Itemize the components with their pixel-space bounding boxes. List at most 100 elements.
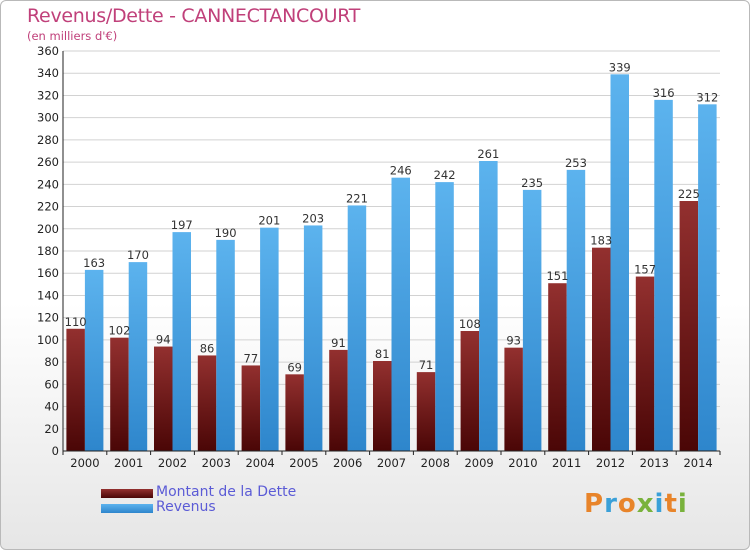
y-tick-label: 120 <box>37 311 59 325</box>
y-tick-label: 180 <box>37 244 59 258</box>
x-tick-label: 2006 <box>333 456 362 470</box>
bar-debt <box>154 346 173 451</box>
data-label-debt: 225 <box>678 187 700 201</box>
data-label-debt: 77 <box>244 351 259 365</box>
data-label-revenue: 235 <box>521 176 543 190</box>
bar-revenue <box>260 227 279 451</box>
logo-letter: i <box>677 489 688 519</box>
bar-revenue <box>654 99 673 451</box>
data-label-revenue: 312 <box>696 90 718 104</box>
logo-letter: P <box>584 489 605 519</box>
data-label-debt: 110 <box>65 315 87 329</box>
data-label-revenue: 316 <box>653 86 675 100</box>
y-tick-label: 340 <box>37 66 59 80</box>
bar-debt <box>416 372 436 451</box>
bar-revenue <box>698 104 717 451</box>
bar-revenue <box>303 225 323 451</box>
data-label-debt: 94 <box>156 333 171 347</box>
x-tick-label: 2011 <box>552 456 581 470</box>
bar-revenue <box>435 182 454 451</box>
data-labels: 110 163 102 170 94 197 86 190 77 201 69 203 91 221 81 2… <box>65 60 719 374</box>
x-tick-label: 2010 <box>508 456 537 470</box>
x-tick-label: 2008 <box>421 456 450 470</box>
bars <box>66 74 717 451</box>
bar-revenue <box>566 169 586 451</box>
chart-title: Revenus/Dette - CANNECTANCOURT <box>27 5 361 27</box>
bar-revenue <box>347 205 367 451</box>
bar-revenue <box>128 262 148 451</box>
x-tick-label: 2004 <box>245 456 274 470</box>
data-label-debt: 151 <box>546 269 568 283</box>
x-tick-label: 2009 <box>464 456 493 470</box>
data-label-revenue: 339 <box>609 60 631 74</box>
y-tick-label: 200 <box>37 222 59 236</box>
bar-debt <box>592 247 611 451</box>
x-tick-label: 2007 <box>377 456 406 470</box>
bar-revenue <box>216 239 235 451</box>
y-tick-label: 80 <box>44 355 59 369</box>
data-label-revenue: 197 <box>171 218 193 232</box>
y-tick-label: 0 <box>52 444 59 458</box>
y-tick-label: 60 <box>44 377 59 391</box>
x-tick-label: 2013 <box>640 456 669 470</box>
y-tick-label: 100 <box>37 333 59 347</box>
data-label-revenue: 261 <box>477 147 499 161</box>
logo-letter: o <box>617 489 637 519</box>
data-label-debt: 108 <box>459 317 481 331</box>
data-label-debt: 91 <box>331 336 346 350</box>
x-tick-label: 2001 <box>114 456 143 470</box>
axes <box>62 51 721 455</box>
logo-letter: i <box>654 489 665 519</box>
bar-debt <box>241 365 261 451</box>
legend-label-revenue: Revenus <box>156 499 216 515</box>
data-label-debt: 183 <box>590 234 612 248</box>
data-label-revenue: 190 <box>215 226 237 240</box>
y-tick-label: 160 <box>37 266 59 280</box>
bar-revenue <box>610 74 629 451</box>
x-tick-label: 2000 <box>70 456 99 470</box>
bar-debt <box>373 361 392 451</box>
y-tick-label: 260 <box>37 155 59 169</box>
y-tick-label: 300 <box>37 111 59 125</box>
bar-debt <box>329 349 348 451</box>
logo-letter: t <box>664 489 678 519</box>
y-tick-label: 40 <box>44 400 59 414</box>
x-axis-ticks: 2000 2001 2002 2003 2004 2005 2006 2007 2008 2009… <box>70 456 712 470</box>
data-label-revenue: 221 <box>346 191 368 205</box>
x-tick-label: 2005 <box>289 456 318 470</box>
y-tick-label: 320 <box>37 88 59 102</box>
data-label-revenue: 242 <box>434 168 456 182</box>
y-tick-label: 140 <box>37 288 59 302</box>
data-label-revenue: 253 <box>565 156 587 170</box>
y-tick-label: 360 <box>37 44 59 58</box>
proxiti-logo: Proxiti <box>584 489 688 519</box>
x-tick-label: 2014 <box>683 456 712 470</box>
logo-letter: x <box>636 489 655 519</box>
bar-debt <box>548 283 567 451</box>
legend-swatch-revenue <box>101 504 153 513</box>
data-label-debt: 81 <box>375 347 390 361</box>
bar-revenue <box>391 177 410 451</box>
y-tick-label: 240 <box>37 177 59 191</box>
bar-debt <box>679 201 699 451</box>
data-label-revenue: 246 <box>390 164 412 178</box>
x-tick-label: 2003 <box>202 456 231 470</box>
data-label-debt: 157 <box>634 263 656 277</box>
bar-revenue <box>479 161 498 451</box>
chart-subtitle: (en milliers d'€) <box>27 29 118 43</box>
bar-revenue <box>522 189 542 451</box>
y-tick-label: 20 <box>44 422 59 436</box>
y-tick-label: 280 <box>37 133 59 147</box>
bar-debt <box>285 374 304 451</box>
data-label-revenue: 163 <box>83 256 105 270</box>
y-axis-ticks: 0 20 40 60 80 100 120 140 160 180 200 220 240 260 280 3… <box>37 44 59 458</box>
bar-debt <box>197 355 217 451</box>
data-label-debt: 71 <box>419 358 434 372</box>
data-label-revenue: 203 <box>302 211 324 225</box>
bar-debt <box>66 328 85 451</box>
data-label-debt: 69 <box>287 360 302 374</box>
bar-debt <box>504 347 523 451</box>
data-label-debt: 93 <box>506 334 521 348</box>
